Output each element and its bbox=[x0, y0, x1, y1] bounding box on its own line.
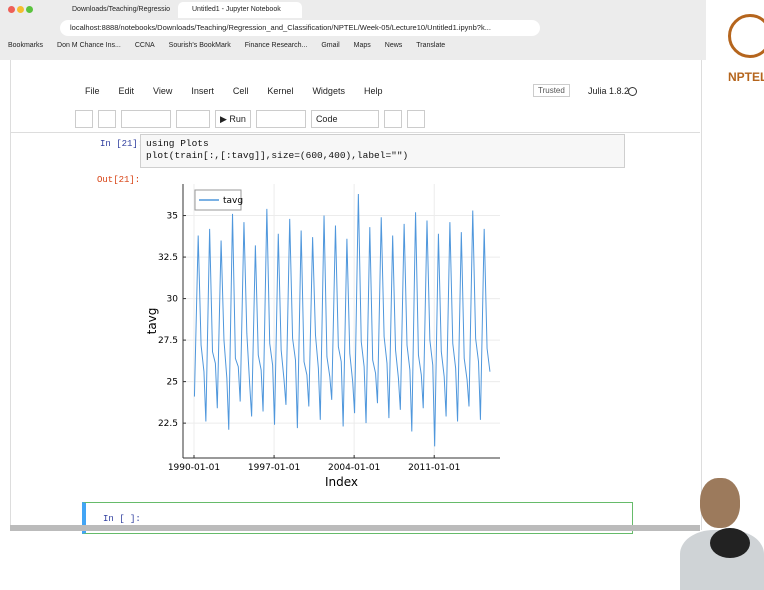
kernel-name: Julia 1.8.2 bbox=[588, 86, 629, 96]
tool-button[interactable] bbox=[121, 110, 171, 128]
webcam-person bbox=[680, 470, 764, 583]
menu-item[interactable]: Kernel bbox=[267, 86, 293, 96]
menu-item[interactable]: Edit bbox=[119, 86, 135, 96]
menu-item[interactable]: Cell bbox=[233, 86, 249, 96]
kernel-indicator bbox=[628, 87, 637, 96]
x-tick-label: 1990-01-01 bbox=[168, 463, 220, 473]
bookmark[interactable]: CCNA bbox=[135, 42, 155, 49]
bookmark[interactable]: Finance Research... bbox=[245, 42, 308, 49]
logo-text: NPTEL bbox=[728, 70, 764, 84]
bookmark[interactable]: Gmail bbox=[321, 42, 339, 49]
menu-item[interactable]: Insert bbox=[191, 86, 214, 96]
tool-button[interactable] bbox=[407, 110, 425, 128]
cell-prompt: In [21]: bbox=[100, 139, 143, 149]
tab[interactable]: Downloads/Teaching/Regressio bbox=[58, 3, 187, 17]
page: Downloads/Teaching/Regressio Untitled1 -… bbox=[0, 0, 764, 583]
tab-active[interactable]: Untitled1 - Jupyter Notebook bbox=[178, 2, 302, 18]
series-line bbox=[194, 194, 490, 446]
separator bbox=[10, 132, 700, 133]
tool-button[interactable] bbox=[176, 110, 210, 128]
y-tick-label: 22.5 bbox=[158, 419, 178, 429]
x-tick-label: 2011-01-01 bbox=[408, 463, 460, 473]
cell-prompt: In [ ]: bbox=[103, 514, 141, 524]
bookmark[interactable]: Maps bbox=[354, 42, 371, 49]
code-line: plot(train[:,[:tavg]],size=(600,400),lab… bbox=[146, 150, 619, 162]
menu-item[interactable]: Help bbox=[364, 86, 383, 96]
code-line: using Plots bbox=[146, 138, 619, 150]
address-bar[interactable]: localhost:8888/notebooks/Downloads/Teach… bbox=[60, 20, 540, 36]
y-tick-label: 32.5 bbox=[158, 253, 178, 263]
out-prompt: Out[21]: bbox=[97, 175, 140, 185]
y-tick-label: 35 bbox=[167, 212, 178, 222]
tool-button[interactable] bbox=[256, 110, 306, 128]
y-axis-label: tavg bbox=[145, 308, 159, 335]
trusted[interactable]: Trusted bbox=[533, 84, 570, 97]
tool-button[interactable] bbox=[384, 110, 402, 128]
run-button[interactable]: ▶ Run bbox=[215, 110, 251, 128]
tool-button[interactable] bbox=[75, 110, 93, 128]
menu-item[interactable]: Widgets bbox=[312, 86, 345, 96]
run-label: Run bbox=[229, 114, 246, 124]
window-dots bbox=[8, 6, 33, 15]
bookmark[interactable]: Don M Chance Ins... bbox=[57, 42, 121, 49]
chart: 22.5 25 27.5 30 32.5 35 1990-01-01 1997-01-01 20… bbox=[140, 172, 520, 497]
bottom-bar bbox=[10, 525, 700, 531]
y-tick-label: 30 bbox=[167, 295, 179, 305]
bookmark[interactable]: Bookmarks bbox=[8, 42, 43, 49]
bookmark[interactable]: Translate bbox=[416, 42, 445, 49]
x-tick-label: 2004-01-01 bbox=[328, 463, 380, 473]
tool-button[interactable] bbox=[98, 110, 116, 128]
y-tick-label: 27.5 bbox=[158, 336, 178, 346]
x-tick-label: 1997-01-01 bbox=[248, 463, 300, 473]
y-tick-label: 25 bbox=[167, 378, 178, 388]
menu-item[interactable]: File bbox=[85, 86, 100, 96]
menu-bar: File Edit View Insert Cell Kernel Widgets Help bbox=[85, 86, 382, 96]
code-cell[interactable]: using Plots plot(train[:,[:tavg]],size=(… bbox=[140, 134, 625, 168]
bookmark[interactable]: News bbox=[385, 42, 403, 49]
legend-label: tavg bbox=[223, 196, 243, 206]
bookmark[interactable]: Sourish's BookMark bbox=[169, 42, 231, 49]
toolbar: ▶ Run Code bbox=[75, 110, 425, 128]
cell-type-select[interactable]: Code bbox=[311, 110, 379, 128]
menu-item[interactable]: View bbox=[153, 86, 172, 96]
logo-emblem bbox=[728, 14, 764, 58]
x-axis-label: Index bbox=[325, 475, 358, 489]
bookmarks-bar: Bookmarks Don M Chance Ins... CCNA Sourish'… bbox=[8, 42, 445, 49]
